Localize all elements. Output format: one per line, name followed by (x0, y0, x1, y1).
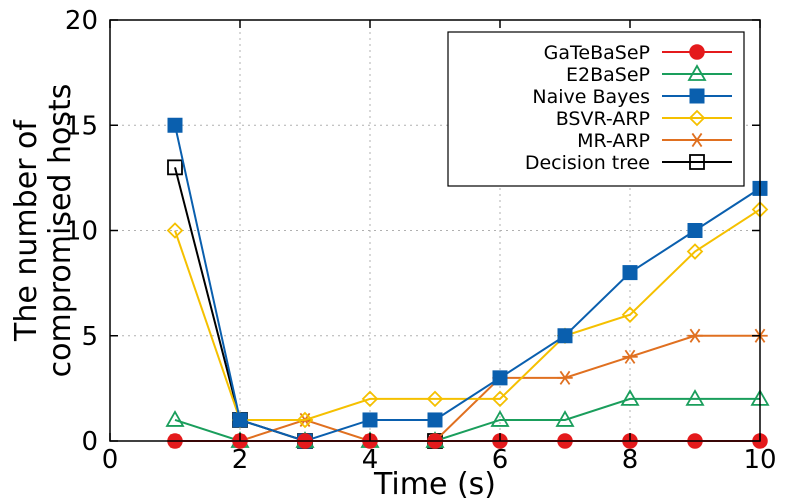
data-point (426, 390, 444, 408)
data-point (687, 328, 703, 343)
series-line (174, 125, 761, 443)
data-point (165, 410, 185, 427)
x-tick-label: 2 (232, 445, 249, 475)
legend-label: Decision tree (525, 152, 650, 174)
data-point (492, 370, 508, 386)
asterisk-stroke (624, 349, 636, 364)
y-tick-label: 20 (65, 6, 98, 36)
data-point (361, 390, 379, 408)
data-point (686, 243, 704, 260)
data-point (622, 349, 638, 364)
data-point (689, 44, 705, 60)
data-point (622, 265, 638, 281)
data-point (362, 412, 378, 428)
legend-item: Decision tree (525, 152, 732, 174)
legend-label: MR-ARP (577, 130, 650, 152)
x-tick-label: 6 (492, 445, 509, 475)
legend-label: GaTeBaSeP (544, 42, 650, 64)
data-point (296, 411, 314, 429)
data-point (687, 64, 707, 81)
y-axis-label-line-1: The number of (9, 119, 44, 342)
data-point (167, 117, 183, 133)
data-point (557, 328, 573, 344)
data-point (689, 88, 705, 104)
y-axis-label-line-2: compromised hosts (43, 84, 78, 378)
series-line (174, 208, 761, 421)
data-point (620, 389, 640, 406)
data-point (685, 389, 705, 406)
y-axis-label: The number of compromised hosts (9, 84, 78, 378)
series-bsvr-arp (166, 201, 769, 429)
axis-ticks: 0 2 4 6 8 10 0 5 10 15 20 (65, 6, 777, 475)
x-tick-label: 0 (102, 445, 119, 475)
legend-item: GaTeBaSeP (544, 42, 732, 64)
x-tick-label: 8 (622, 445, 639, 475)
x-tick-label: 10 (743, 445, 776, 475)
data-point (688, 109, 706, 127)
data-point (167, 159, 183, 176)
data-point (166, 222, 184, 239)
series-decision-tree (167, 159, 443, 449)
x-axis-label: Time (s) (373, 467, 496, 500)
asterisk-stroke (691, 132, 703, 148)
series-line (175, 334, 760, 442)
legend-item: BSVR-ARP (556, 108, 732, 130)
data-point (687, 223, 703, 238)
legend-label: Naive Bayes (532, 86, 650, 108)
legend-label: E2BaSeP (566, 64, 650, 86)
data-point (491, 390, 509, 408)
legend-item: E2BaSeP (566, 64, 732, 86)
y-tick-label: 15 (65, 111, 98, 141)
asterisk-stroke (689, 328, 701, 343)
asterisk-stroke (559, 370, 571, 385)
legend-item: Naive Bayes (532, 86, 732, 108)
data-point (689, 154, 705, 170)
data-point (490, 410, 510, 427)
data-point (427, 412, 443, 428)
y-tick-label: 10 (65, 217, 98, 247)
data-point (555, 410, 575, 427)
data-point (557, 370, 573, 385)
legend-item: MR-ARP (577, 130, 732, 152)
y-tick-label: 5 (81, 322, 98, 352)
data-point (621, 306, 639, 323)
data-point (689, 132, 705, 148)
x-tick-label: 4 (362, 445, 379, 475)
data-point (232, 412, 248, 428)
legend-label: BSVR-ARP (556, 108, 650, 130)
y-tick-label: 0 (81, 427, 98, 457)
